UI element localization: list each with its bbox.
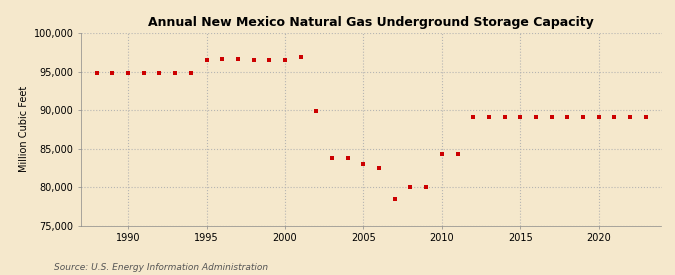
Point	[327, 156, 338, 160]
Point	[138, 71, 149, 75]
Point	[609, 115, 620, 119]
Point	[625, 115, 636, 119]
Title: Annual New Mexico Natural Gas Underground Storage Capacity: Annual New Mexico Natural Gas Undergroun…	[148, 16, 594, 29]
Point	[295, 55, 306, 59]
Point	[342, 156, 353, 160]
Point	[405, 185, 416, 189]
Point	[546, 115, 557, 119]
Point	[452, 152, 463, 156]
Point	[515, 115, 526, 119]
Point	[169, 71, 180, 75]
Point	[248, 58, 259, 62]
Point	[91, 71, 102, 75]
Point	[437, 152, 448, 156]
Point	[389, 196, 400, 201]
Point	[421, 185, 431, 189]
Text: Source: U.S. Energy Information Administration: Source: U.S. Energy Information Administ…	[54, 263, 268, 272]
Point	[232, 57, 243, 61]
Point	[201, 58, 212, 62]
Point	[217, 57, 227, 61]
Point	[593, 115, 604, 119]
Point	[468, 115, 479, 119]
Point	[154, 71, 165, 75]
Point	[641, 115, 651, 119]
Point	[107, 71, 117, 75]
Point	[483, 115, 494, 119]
Point	[562, 115, 573, 119]
Point	[358, 162, 369, 166]
Point	[578, 115, 589, 119]
Point	[123, 71, 134, 75]
Point	[374, 166, 385, 170]
Point	[264, 58, 275, 62]
Point	[186, 71, 196, 75]
Point	[279, 58, 290, 62]
Y-axis label: Million Cubic Feet: Million Cubic Feet	[20, 86, 29, 172]
Point	[500, 115, 510, 119]
Point	[531, 115, 541, 119]
Point	[311, 109, 322, 113]
